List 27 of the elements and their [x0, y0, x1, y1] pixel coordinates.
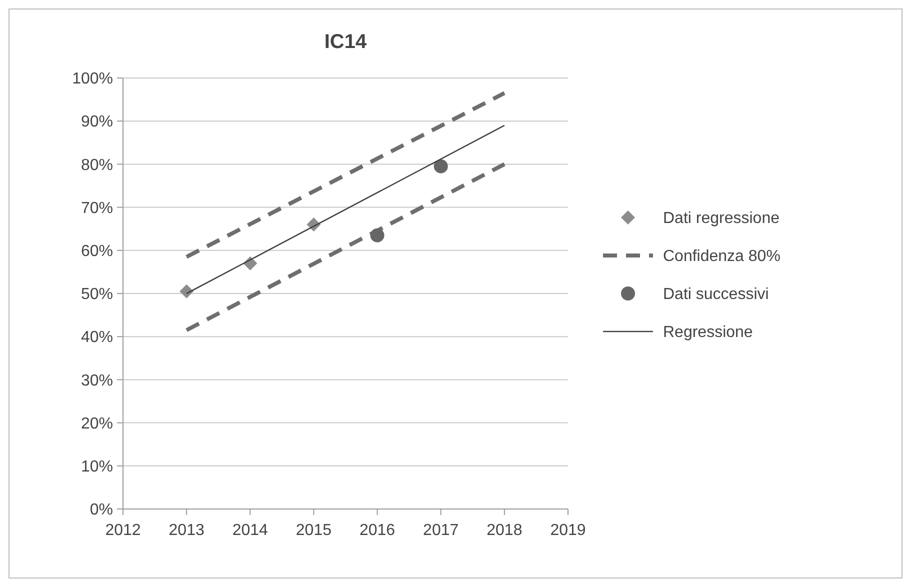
y-tick-label: 40%	[80, 329, 113, 346]
legend-label: Dati regressione	[663, 210, 780, 228]
x-tick-label: 2015	[296, 522, 332, 539]
x-tick-label: 2013	[168, 522, 204, 539]
y-tick-label: 100%	[72, 70, 113, 88]
legend-label: Dati successivi	[663, 286, 769, 304]
y-tick-label: 0%	[90, 502, 113, 519]
y-tick-label: 70%	[80, 200, 113, 217]
chart-title: IC14	[324, 31, 368, 53]
y-tick-label: 80%	[80, 156, 113, 174]
point	[370, 228, 384, 242]
legend-label: Regressione	[663, 324, 753, 342]
point	[180, 284, 194, 298]
y-tick-label: 10%	[80, 458, 113, 476]
y-tick-label: 90%	[80, 114, 113, 131]
x-tick-label: 2019	[550, 522, 586, 539]
x-tick-label: 2016	[359, 522, 396, 539]
legend-label: Confidenza 80%	[663, 248, 780, 266]
y-tick-label: 30%	[80, 372, 113, 390]
point	[434, 159, 448, 174]
x-tick-label: 2014	[232, 522, 268, 539]
y-tick-label: 60%	[80, 243, 113, 260]
x-tick-label: 2018	[486, 522, 522, 539]
y-tick-label: 20%	[80, 415, 113, 432]
x-tick-label: 2012	[105, 522, 141, 539]
y-tick-label: 50%	[80, 286, 113, 304]
x-tick-label: 2017	[423, 522, 459, 539]
